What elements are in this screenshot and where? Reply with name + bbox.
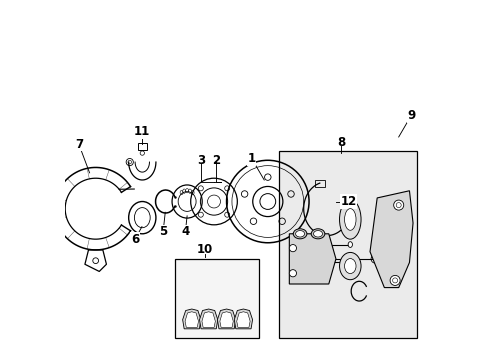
Circle shape: [393, 200, 403, 210]
Circle shape: [392, 278, 397, 283]
Circle shape: [320, 255, 329, 263]
Ellipse shape: [344, 258, 355, 274]
Circle shape: [289, 270, 296, 277]
Ellipse shape: [313, 230, 322, 237]
Bar: [314, 180, 324, 187]
Circle shape: [370, 255, 379, 263]
Bar: [278, 151, 416, 338]
Ellipse shape: [293, 229, 306, 239]
Circle shape: [389, 275, 399, 285]
Polygon shape: [182, 309, 201, 329]
Polygon shape: [217, 309, 235, 329]
Ellipse shape: [344, 208, 355, 230]
Polygon shape: [184, 312, 198, 327]
Polygon shape: [289, 234, 335, 284]
Bar: [174, 259, 258, 338]
Text: 5: 5: [159, 225, 167, 238]
Text: 4: 4: [181, 225, 189, 238]
Bar: [138, 143, 146, 149]
Ellipse shape: [347, 242, 352, 247]
Text: 3: 3: [197, 154, 205, 167]
Ellipse shape: [295, 230, 304, 237]
Text: 9: 9: [407, 109, 414, 122]
Polygon shape: [369, 191, 412, 288]
Text: 8: 8: [337, 136, 345, 149]
Polygon shape: [236, 312, 250, 327]
Text: 10: 10: [197, 243, 213, 256]
Ellipse shape: [310, 229, 324, 239]
Polygon shape: [234, 309, 252, 329]
Ellipse shape: [339, 252, 360, 280]
Text: 7: 7: [75, 138, 82, 150]
Polygon shape: [199, 309, 217, 329]
Polygon shape: [220, 312, 233, 327]
Text: 1: 1: [247, 152, 255, 165]
Text: 6: 6: [131, 233, 139, 246]
Polygon shape: [202, 312, 215, 327]
Text: 12: 12: [340, 195, 356, 208]
Ellipse shape: [339, 200, 360, 239]
Text: 11: 11: [134, 125, 150, 138]
Text: 2: 2: [211, 154, 220, 167]
Circle shape: [395, 203, 400, 208]
Ellipse shape: [347, 260, 352, 265]
Circle shape: [289, 244, 296, 252]
